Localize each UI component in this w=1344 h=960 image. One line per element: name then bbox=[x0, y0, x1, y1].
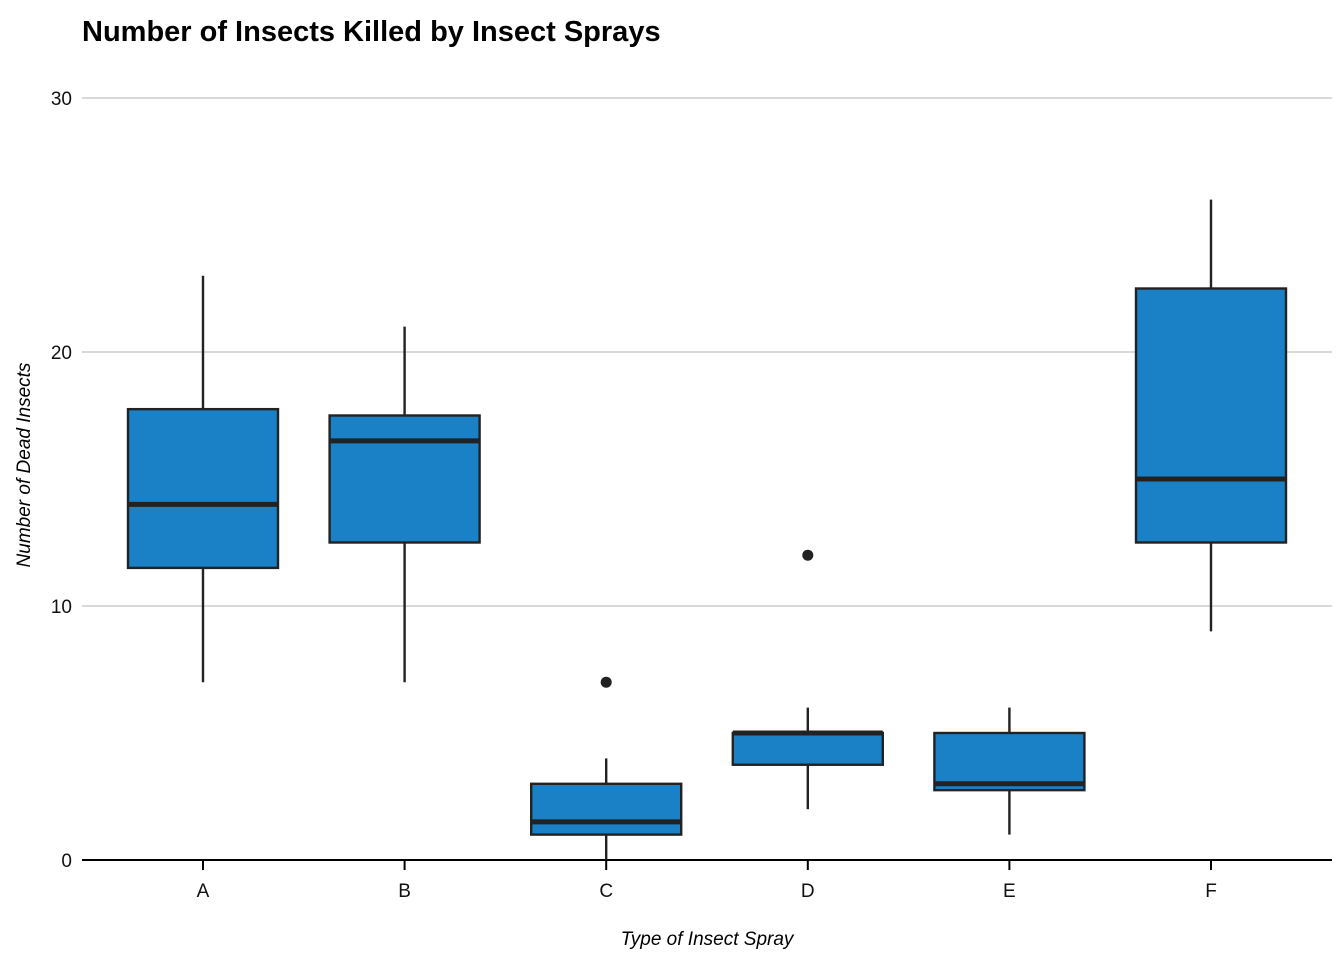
box-D bbox=[731, 731, 884, 766]
x-tick-label-E: E bbox=[1003, 881, 1016, 902]
y-tick-label-0: 0 bbox=[61, 851, 72, 872]
x-tick-label-B: B bbox=[398, 881, 411, 902]
axes bbox=[82, 859, 1332, 870]
outlier-C-0 bbox=[600, 676, 612, 688]
y-tick-label-20: 20 bbox=[51, 343, 72, 364]
box-group-F bbox=[1134, 199, 1288, 632]
x-axis-title: Type of Insect Spray bbox=[621, 929, 795, 950]
outlier-D-0 bbox=[802, 549, 814, 561]
y-tick-label-10: 10 bbox=[51, 597, 72, 618]
y-axis-title: Number of Dead Insects bbox=[14, 362, 35, 567]
box-group-A bbox=[126, 275, 280, 683]
x-tick-label-F: F bbox=[1205, 881, 1217, 902]
box-F bbox=[1134, 287, 1288, 544]
x-tick-label-D: D bbox=[801, 881, 815, 902]
labels: 0 10 20 30 A B C D E F bbox=[51, 89, 1217, 902]
x-tick-label-A: A bbox=[197, 881, 210, 902]
x-tick-label-C: C bbox=[599, 881, 613, 902]
box-group-D bbox=[731, 549, 884, 810]
gridlines bbox=[82, 97, 1332, 607]
box-group-B bbox=[328, 326, 481, 683]
box-A bbox=[126, 407, 280, 570]
box-C bbox=[530, 782, 683, 836]
y-tick-label-30: 30 bbox=[51, 89, 72, 110]
box-group-C bbox=[530, 676, 683, 860]
box-group-E bbox=[933, 707, 1086, 835]
box-B bbox=[328, 414, 481, 544]
box-E bbox=[933, 731, 1086, 792]
boxes bbox=[126, 199, 1288, 860]
chart-title: Number of Insects Killed by Insect Spray… bbox=[82, 16, 661, 48]
